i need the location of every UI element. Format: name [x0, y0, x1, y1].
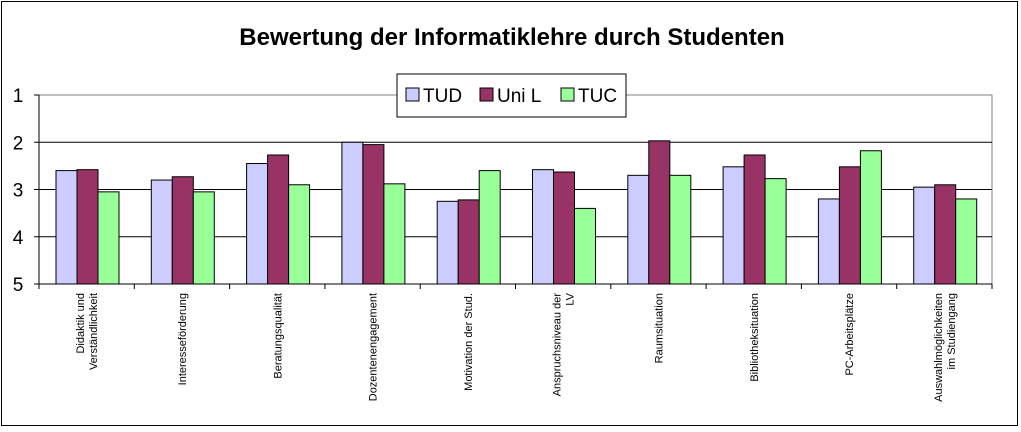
legend-box	[396, 73, 627, 118]
plot-area: 1 2 3 4 5 Didaktik und Verständlichkeit Interes…	[13, 86, 993, 402]
x-tick-label: Bibliotheksituation	[749, 293, 761, 382]
y-tick-label: 3	[13, 181, 24, 202]
bar-uni-l-7	[743, 154, 766, 285]
x-tick-label-group: Motivation der Stud.	[463, 293, 475, 391]
bar-uni-l-3	[362, 144, 385, 285]
bar-tuc-5	[574, 207, 596, 285]
legend-swatch-uni-l	[479, 87, 494, 102]
legend: TUD Uni L TUC	[396, 73, 627, 118]
x-tick-label: Raumsituation	[653, 293, 665, 363]
chart-title: Bewertung der Informatiklehre durch Stud…	[239, 24, 784, 51]
bar-tuc-7	[764, 178, 787, 285]
bar-uni-l-2	[267, 154, 290, 285]
x-tick-label-group: PC-Arbeitsplätze	[844, 293, 856, 376]
chart-frame: Bewertung der Informatiklehre durch Stud…	[1, 1, 1018, 426]
x-tick-label: PC-Arbeitsplätze	[844, 293, 856, 376]
x-tick-label-group: Raumsituation	[653, 293, 665, 363]
x-tick-label: Dozentenengagement	[368, 293, 380, 401]
x-tick-label-group: Beratungsqualität	[272, 293, 284, 379]
bar-tud-0	[55, 170, 78, 285]
legend-swatch-tud	[405, 87, 420, 102]
bar-uni-l-0	[76, 169, 99, 285]
y-tick-label: 4	[13, 228, 24, 249]
x-tick-label-group: Bibliotheksituation	[749, 293, 761, 382]
bar-uni-l-6	[648, 140, 671, 285]
bar-tud-8	[817, 198, 840, 285]
bar-uni-l-4	[457, 199, 480, 285]
bar-tuc-8	[859, 150, 882, 285]
x-tick-label: im Studiengang	[946, 293, 958, 369]
bar-tuc-1	[192, 191, 215, 285]
x-tick-label: Didaktik und	[75, 293, 87, 354]
bar-tud-1	[150, 179, 173, 285]
bar-uni-l-9	[934, 184, 957, 285]
bar-tuc-0	[97, 191, 120, 285]
bar-tud-5	[532, 169, 554, 285]
bar-tuc-9	[955, 198, 978, 285]
x-tick-label-group: Auswahlmöglichkeiten im Studiengang	[933, 293, 958, 402]
x-tick-label: Interesseförderung	[177, 293, 189, 385]
x-tick-label-group: Anspruchsniveau der LV	[552, 292, 577, 396]
bar-uni-l-8	[838, 166, 861, 285]
y-tick-label: 1	[13, 86, 24, 107]
bar-tud-9	[913, 186, 936, 285]
bar-tud-4	[436, 200, 459, 285]
bar-uni-l-1	[171, 176, 194, 285]
bar-tud-3	[341, 141, 364, 285]
x-tick-label: Auswahlmöglichkeiten	[933, 293, 945, 402]
bar-tud-2	[246, 163, 269, 285]
bar-tuc-6	[669, 174, 692, 285]
legend-label: TUC	[578, 86, 617, 107]
x-tick-label: Beratungsqualität	[272, 293, 284, 379]
y-tick-label: 5	[13, 275, 24, 296]
x-tick-label-group: Interesseförderung	[177, 293, 189, 385]
bar-tuc-2	[288, 184, 311, 285]
bar-tuc-3	[383, 183, 406, 285]
bar-chart: Bewertung der Informatiklehre durch Stud…	[13, 24, 993, 402]
x-tick-label: Anspruchsniveau der	[552, 293, 564, 397]
legend-label: Uni L	[497, 86, 541, 107]
legend-swatch-tuc	[560, 87, 575, 102]
x-tick-label: Motivation der Stud.	[463, 293, 475, 391]
bar-tud-7	[722, 166, 745, 285]
x-tick-label-group: Didaktik und Verständlichkeit	[75, 293, 100, 370]
x-tick-label: LV	[565, 292, 577, 305]
bar-tuc-4	[478, 170, 501, 285]
bar-tud-6	[627, 174, 650, 285]
x-tick-label: Verständlichkeit	[88, 293, 100, 370]
x-tick-label-group: Dozentenengagement	[368, 293, 380, 401]
legend-label: TUD	[423, 86, 462, 107]
y-tick-label: 2	[13, 133, 24, 154]
bar-uni-l-5	[553, 171, 575, 285]
